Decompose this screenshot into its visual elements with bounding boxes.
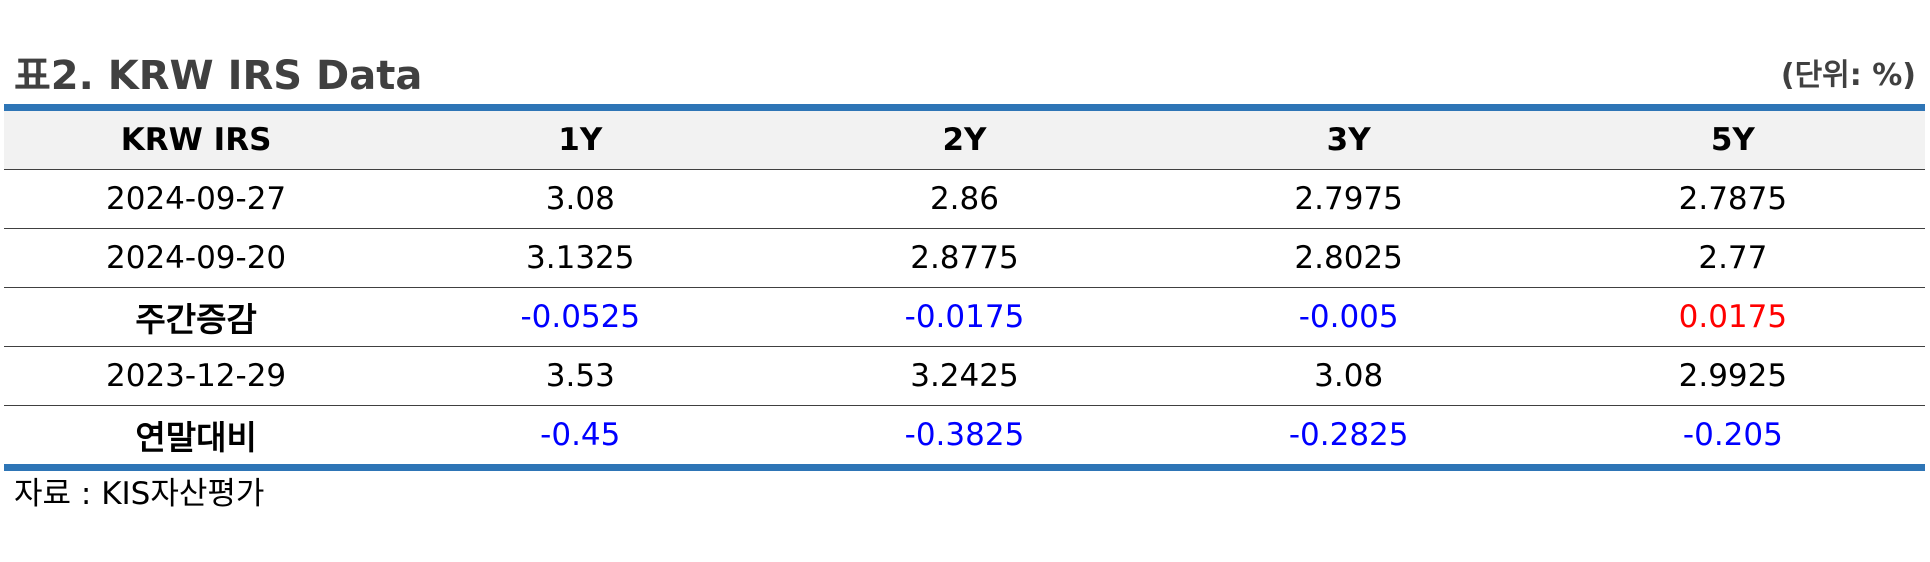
irs-table-container: KRW IRS 1Y 2Y 3Y 5Y 2024-09-27 3.08 2.86… — [4, 104, 1925, 471]
unit-label: (단위: %) — [1780, 58, 1916, 93]
table-row: 연말대비 -0.45 -0.3825 -0.2825 -0.205 — [4, 406, 1925, 465]
table-cell: -0.45 — [540, 417, 621, 453]
source-note: 자료 : KIS자산평가 — [14, 476, 265, 512]
table-row: 2024-09-27 3.08 2.86 2.7975 2.7875 — [4, 169, 1925, 229]
row-label: 주간증감 — [4, 287, 389, 347]
table-cell: -0.005 — [1156, 287, 1541, 347]
irs-table: KRW IRS 1Y 2Y 3Y 5Y 2024-09-27 3.08 2.86… — [4, 111, 1925, 464]
row-label: 2024-09-20 — [4, 228, 389, 288]
header-cell: 5Y — [1540, 111, 1925, 170]
table-cell: 2.8775 — [772, 228, 1157, 288]
table-cell: 2.86 — [772, 169, 1157, 229]
title-row: 표2. KRW IRS Data (단위: %) — [14, 48, 1916, 104]
header-cell: 1Y — [388, 111, 773, 170]
header-cell: 3Y — [1156, 111, 1541, 170]
table-cell: 0.0175 — [1540, 287, 1925, 347]
table-cell: 2.7875 — [1540, 169, 1925, 229]
table-cell: -0.0175 — [772, 287, 1157, 347]
header-cell: 2Y — [772, 111, 1157, 170]
table-row: 2023-12-29 3.53 3.2425 3.08 2.9925 — [4, 346, 1925, 406]
table-cell: 3.2425 — [772, 346, 1157, 406]
row-label: 연말대비 — [135, 418, 257, 457]
row-label: 2024-09-27 — [4, 169, 389, 229]
table-title: 표2. KRW IRS Data — [14, 53, 423, 99]
table-header-row: KRW IRS 1Y 2Y 3Y 5Y — [4, 111, 1925, 170]
header-cell: KRW IRS — [4, 111, 389, 170]
table-cell: -0.3825 — [904, 417, 1025, 453]
table-cell: 3.08 — [388, 169, 773, 229]
table-cell: -0.205 — [1682, 417, 1783, 453]
table-cell: 3.53 — [388, 346, 773, 406]
table-cell: -0.2825 — [1288, 417, 1409, 453]
table-row: 주간증감 -0.0525 -0.0175 -0.005 0.0175 — [4, 287, 1925, 347]
table-row: 2024-09-20 3.1325 2.8775 2.8025 2.77 — [4, 228, 1925, 288]
table-cell: -0.0525 — [388, 287, 773, 347]
table-cell: 3.1325 — [388, 228, 773, 288]
table-cell: 2.7975 — [1156, 169, 1541, 229]
table-cell: 2.8025 — [1156, 228, 1541, 288]
table-cell: 2.77 — [1540, 228, 1925, 288]
row-label: 2023-12-29 — [4, 346, 389, 406]
table-cell: 3.08 — [1156, 346, 1541, 406]
table-cell: 2.9925 — [1540, 346, 1925, 406]
